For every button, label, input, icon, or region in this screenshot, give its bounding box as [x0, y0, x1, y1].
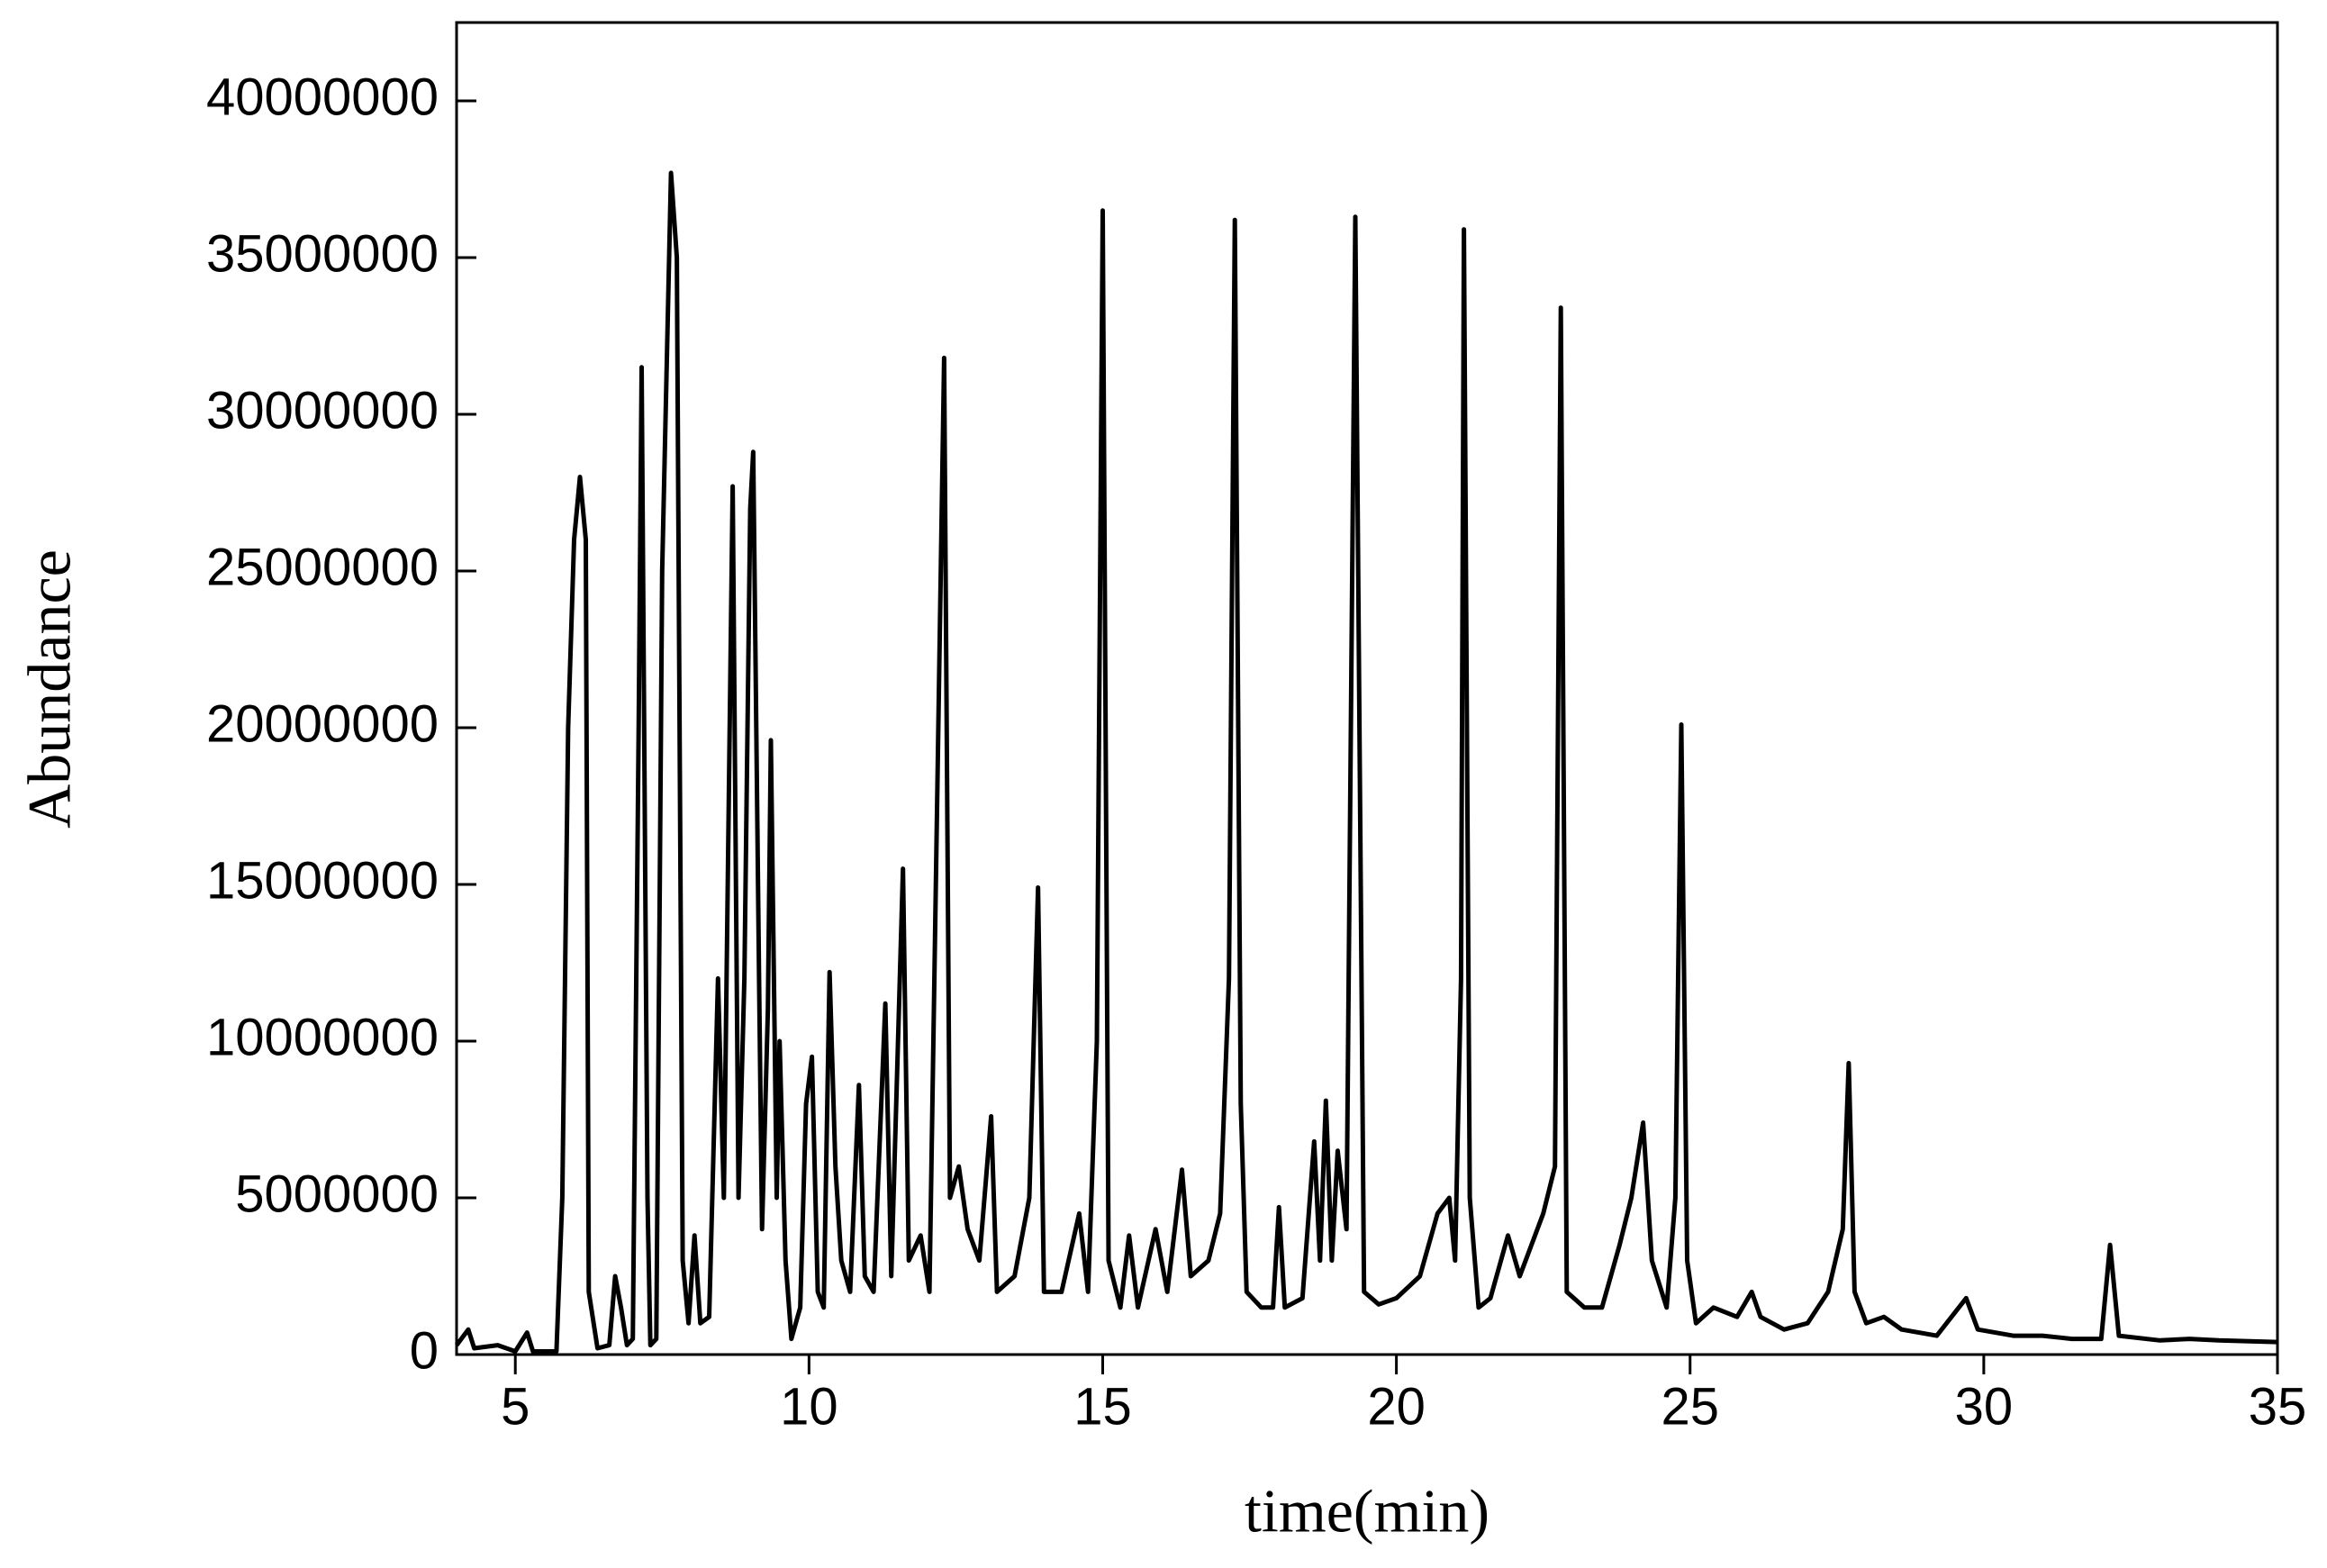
y-tick-label: 20000000 — [206, 694, 439, 753]
x-tick-label: 5 — [501, 1377, 530, 1436]
y-tick-label: 25000000 — [206, 538, 439, 596]
y-tick-label: 0 — [410, 1321, 439, 1380]
x-axis-title: time(min) — [1245, 1477, 1489, 1545]
y-tick-label: 10000000 — [206, 1008, 439, 1066]
x-tick-label: 15 — [1073, 1377, 1132, 1436]
x-tick-label: 35 — [2249, 1377, 2307, 1436]
y-axis-title: Abundance — [15, 549, 84, 829]
y-tick-label: 35000000 — [206, 224, 439, 283]
x-tick-label: 10 — [780, 1377, 838, 1436]
trace-line — [454, 170, 2278, 1354]
y-tick-label: 30000000 — [206, 381, 439, 440]
x-tick-label: 20 — [1367, 1377, 1426, 1436]
plot-frame — [455, 21, 2279, 1356]
x-tick-label: 25 — [1661, 1377, 1719, 1436]
x-tick-label: 30 — [1955, 1377, 2014, 1436]
y-tick-label: 40000000 — [206, 68, 439, 126]
y-tick-label: 5000000 — [235, 1165, 439, 1223]
y-tick-label: 15000000 — [206, 851, 439, 910]
